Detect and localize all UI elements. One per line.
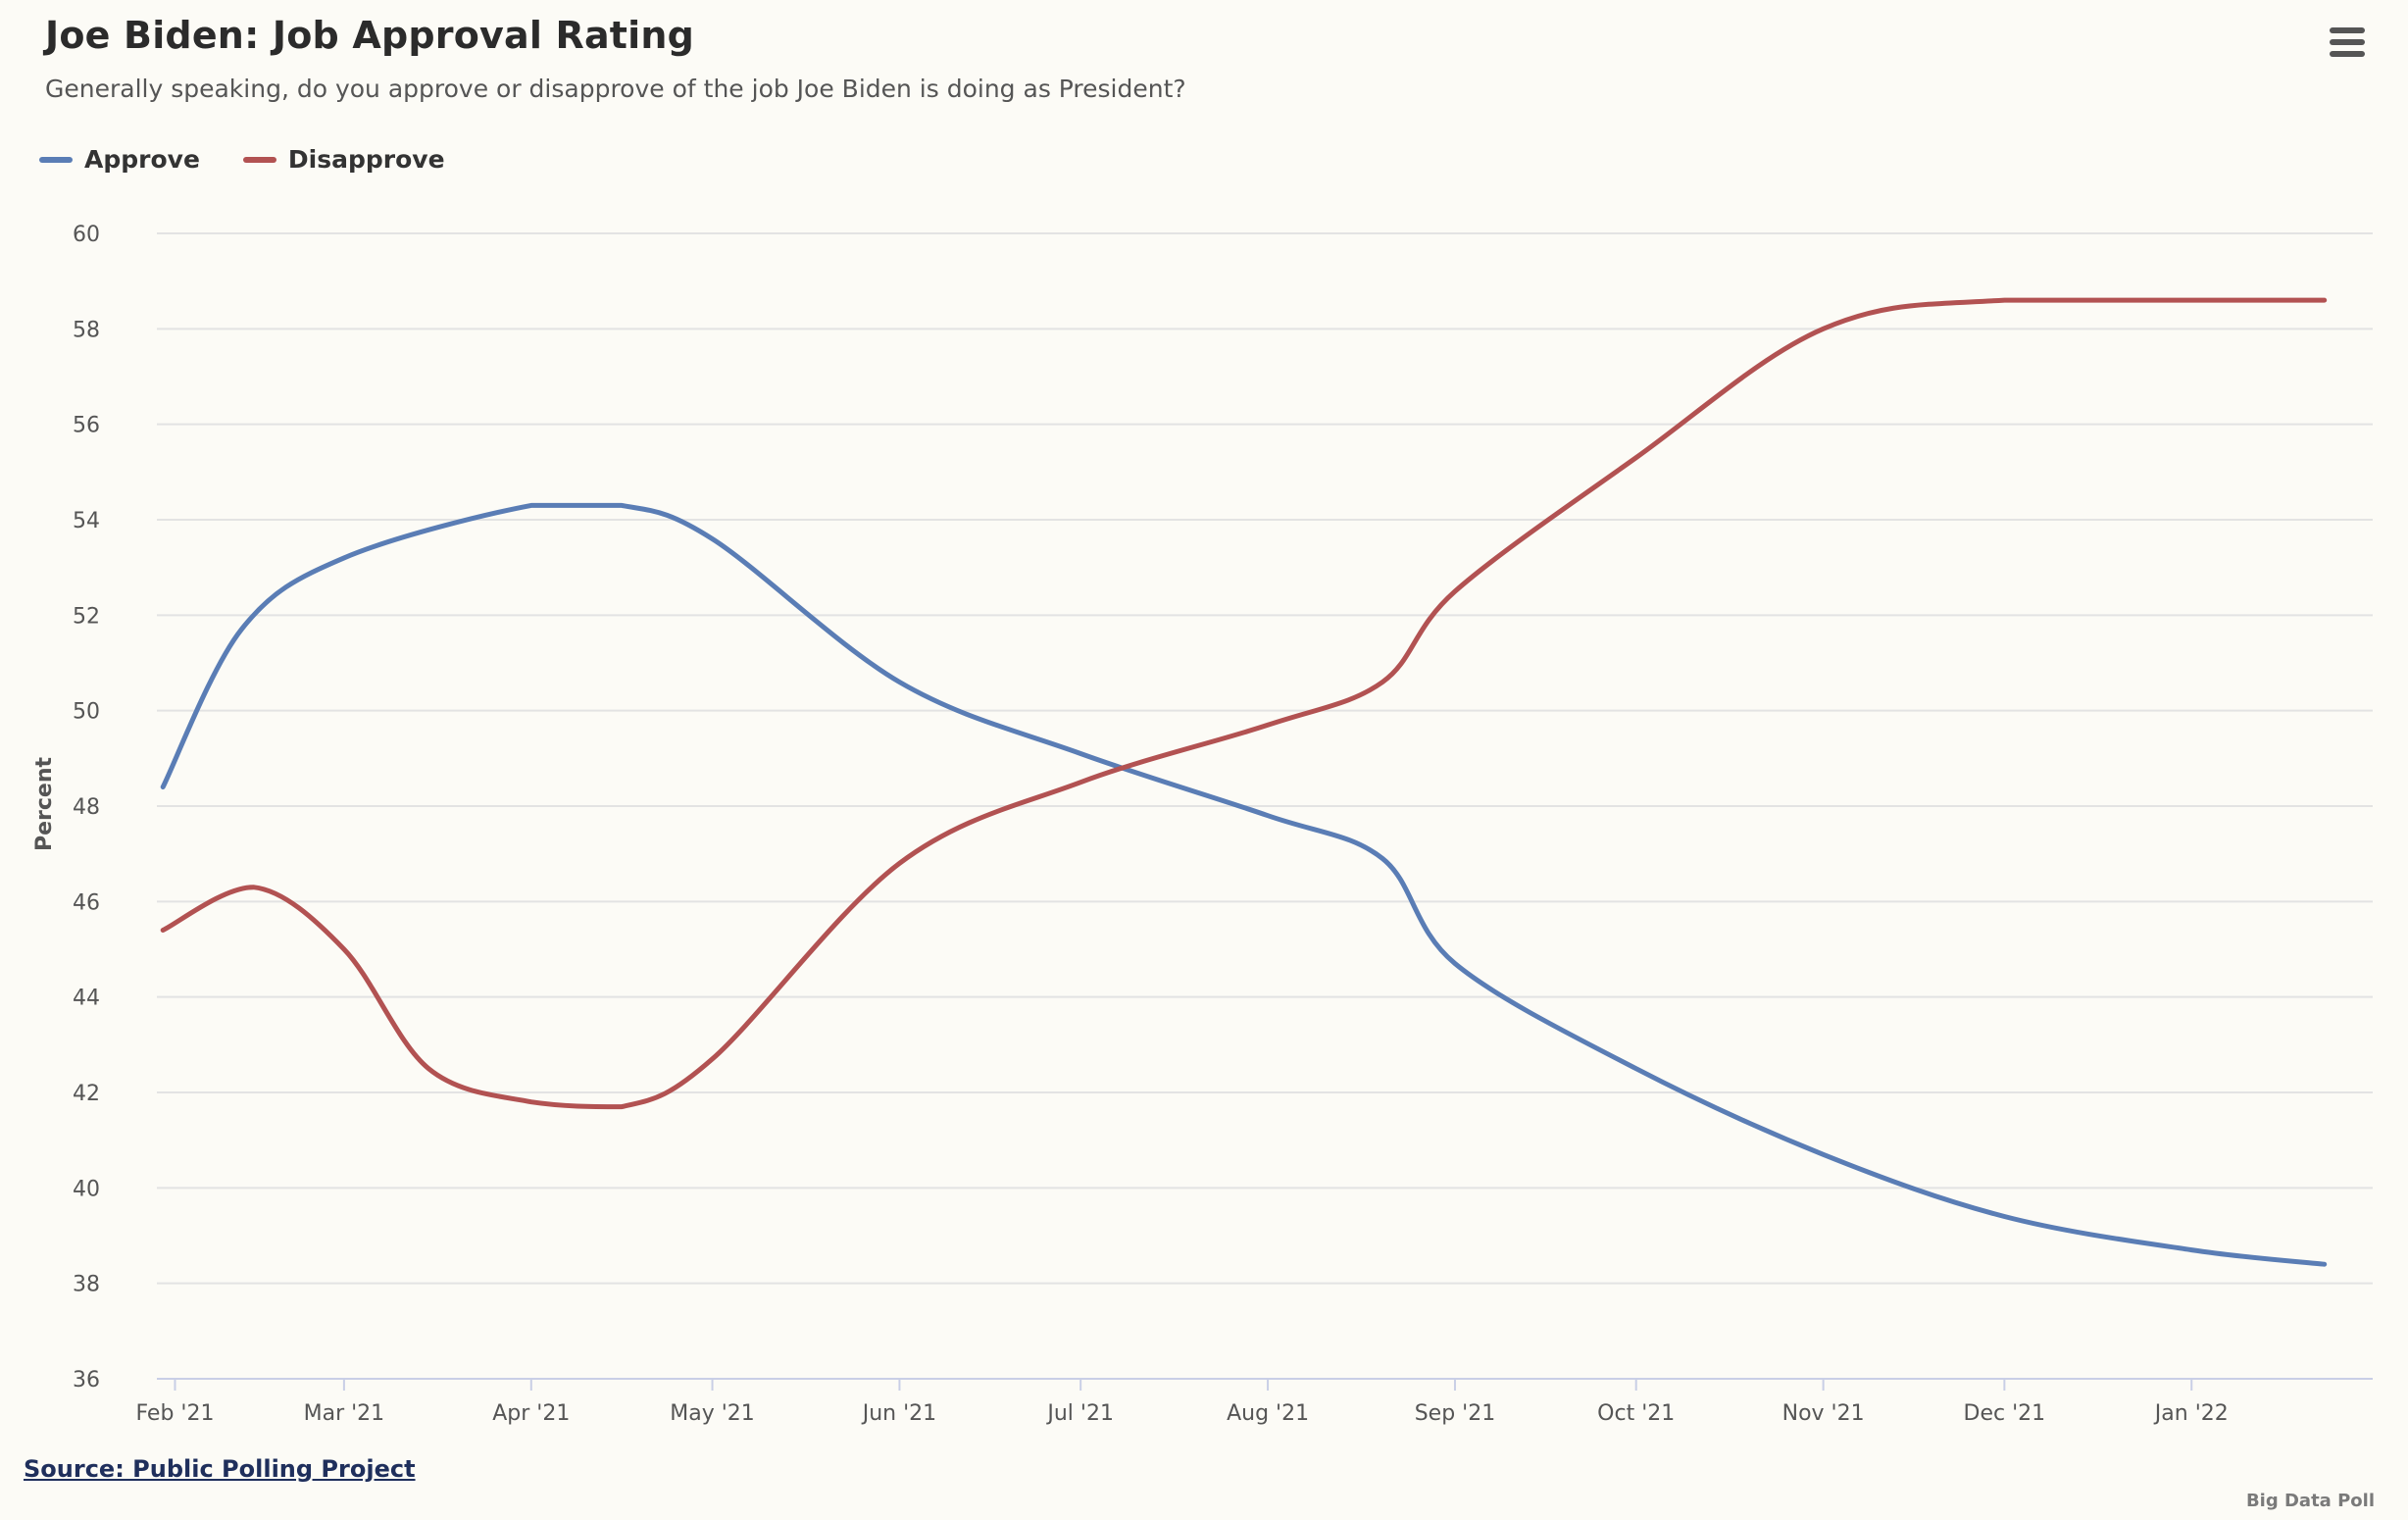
- y-tick-label: 42: [73, 1082, 100, 1106]
- y-tick-label: 46: [73, 890, 100, 915]
- x-tick-label: Dec '21: [1964, 1401, 2046, 1426]
- chart-title: Joe Biden: Job Approval Rating: [45, 14, 695, 57]
- y-tick-label: 50: [73, 700, 100, 725]
- legend-label-approve: Approve: [84, 145, 200, 174]
- x-tick-label: Nov '21: [1782, 1401, 1865, 1426]
- legend-swatch-approve: [39, 156, 73, 163]
- y-tick-label: 38: [73, 1273, 100, 1297]
- y-tick-label: 58: [73, 318, 100, 342]
- y-tick-label: 48: [73, 795, 100, 820]
- y-tick-label: 40: [73, 1177, 100, 1201]
- y-tick-label: 54: [73, 509, 100, 533]
- x-tick-label: Apr '21: [492, 1401, 570, 1426]
- legend: Approve Disapprove: [39, 145, 488, 174]
- series-line-disapprove[interactable]: [160, 297, 2328, 1110]
- x-tick-label: Jun '21: [861, 1401, 936, 1426]
- legend-item-approve[interactable]: Approve: [39, 145, 200, 174]
- y-tick-label: 60: [73, 223, 100, 247]
- legend-item-disapprove[interactable]: Disapprove: [242, 145, 445, 174]
- source-link[interactable]: Source: Public Polling Project: [24, 1455, 416, 1483]
- x-tick-label: Oct '21: [1597, 1401, 1675, 1426]
- x-tick-label: Feb '21: [135, 1401, 214, 1426]
- x-tick-label: Jul '21: [1045, 1401, 1114, 1426]
- series-line-approve[interactable]: [160, 502, 2328, 1267]
- legend-swatch-disapprove: [242, 156, 276, 163]
- y-tick-label: 52: [73, 604, 100, 629]
- credits-label: Big Data Poll: [2245, 1491, 2375, 1511]
- chart-subtitle: Generally speaking, do you approve or di…: [45, 75, 1186, 103]
- legend-label-disapprove: Disapprove: [287, 145, 445, 174]
- y-tick-label: 56: [73, 414, 100, 438]
- x-tick-label: May '21: [670, 1401, 755, 1426]
- hamburger-menu-icon[interactable]: [2328, 25, 2367, 59]
- x-tick-label: Sep '21: [1415, 1401, 1496, 1426]
- y-tick-label: 44: [73, 987, 100, 1011]
- y-tick-label: 36: [73, 1368, 100, 1393]
- x-tick-label: Jan '22: [2153, 1401, 2229, 1426]
- x-tick-label: Aug '21: [1227, 1401, 1309, 1426]
- x-tick-label: Mar '21: [304, 1401, 385, 1426]
- y-axis-label: Percent: [32, 757, 57, 852]
